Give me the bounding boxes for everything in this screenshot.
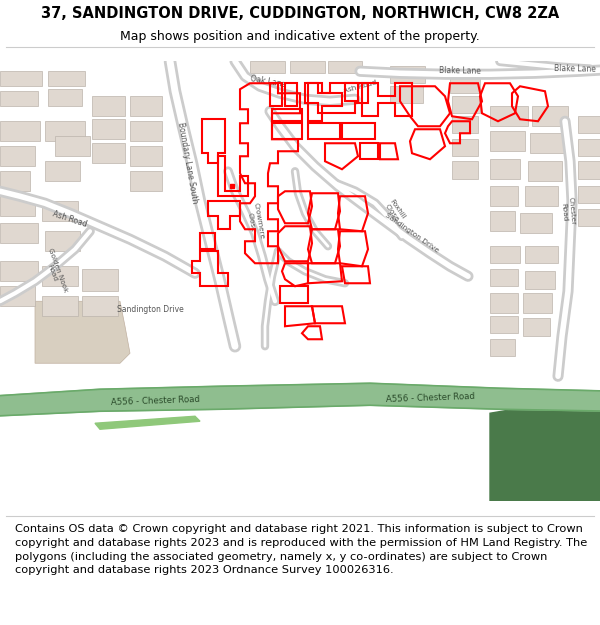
Polygon shape — [0, 91, 38, 106]
Polygon shape — [490, 211, 515, 231]
Polygon shape — [520, 213, 552, 233]
Text: Boundary Lane South: Boundary Lane South — [176, 122, 200, 204]
Polygon shape — [490, 339, 515, 356]
Polygon shape — [45, 161, 80, 181]
Polygon shape — [452, 161, 478, 179]
Polygon shape — [328, 61, 362, 73]
Polygon shape — [578, 209, 600, 226]
Polygon shape — [35, 301, 130, 363]
Polygon shape — [578, 186, 600, 203]
Polygon shape — [130, 146, 162, 166]
Polygon shape — [0, 171, 30, 191]
Polygon shape — [45, 231, 80, 251]
Polygon shape — [490, 131, 525, 151]
Polygon shape — [490, 106, 528, 126]
Text: Ash Road: Ash Road — [52, 209, 88, 229]
Polygon shape — [490, 403, 600, 501]
Text: Crowmere
Close: Crowmere Close — [245, 202, 265, 241]
Polygon shape — [92, 143, 125, 163]
Polygon shape — [525, 271, 555, 289]
Text: Contains OS data © Crown copyright and database right 2021. This information is : Contains OS data © Crown copyright and d… — [15, 524, 587, 575]
Polygon shape — [82, 296, 118, 316]
Polygon shape — [82, 269, 118, 291]
Text: Sandington Drive: Sandington Drive — [116, 305, 184, 314]
Polygon shape — [490, 186, 518, 206]
Polygon shape — [42, 296, 78, 316]
Polygon shape — [578, 116, 600, 133]
Text: Oak Lane: Oak Lane — [250, 74, 287, 89]
Polygon shape — [0, 383, 600, 416]
Text: Golden Nook
Road: Golden Nook Road — [41, 248, 69, 295]
Polygon shape — [0, 146, 35, 166]
Polygon shape — [130, 121, 162, 141]
Polygon shape — [528, 161, 562, 181]
Polygon shape — [130, 96, 162, 116]
Polygon shape — [490, 269, 518, 286]
Polygon shape — [532, 106, 568, 126]
Polygon shape — [0, 196, 35, 216]
Polygon shape — [490, 159, 520, 179]
Text: Foxhill
Close: Foxhill Close — [383, 198, 407, 224]
Polygon shape — [490, 316, 518, 333]
Polygon shape — [523, 318, 550, 336]
Polygon shape — [0, 286, 35, 306]
Polygon shape — [250, 61, 285, 73]
Polygon shape — [490, 246, 520, 263]
Polygon shape — [452, 96, 480, 113]
Polygon shape — [390, 86, 423, 103]
Polygon shape — [48, 71, 85, 86]
Polygon shape — [452, 139, 478, 156]
Text: Blake Lane: Blake Lane — [439, 66, 481, 76]
Polygon shape — [530, 133, 565, 153]
Text: Map shows position and indicative extent of the property.: Map shows position and indicative extent… — [120, 30, 480, 43]
Polygon shape — [390, 66, 425, 83]
Text: Sandington Drive: Sandington Drive — [384, 213, 440, 254]
Polygon shape — [130, 171, 162, 191]
Polygon shape — [95, 416, 200, 429]
Polygon shape — [92, 96, 125, 116]
Polygon shape — [0, 223, 38, 243]
Polygon shape — [0, 261, 38, 281]
Text: Chester
Road: Chester Road — [560, 197, 576, 226]
Polygon shape — [92, 119, 125, 139]
Polygon shape — [525, 186, 558, 206]
Text: Ash Road: Ash Road — [343, 79, 377, 94]
Polygon shape — [0, 121, 40, 141]
Text: A556 - Chester Road: A556 - Chester Road — [385, 392, 475, 404]
Polygon shape — [450, 76, 480, 93]
Polygon shape — [578, 161, 600, 179]
Polygon shape — [55, 136, 90, 156]
Polygon shape — [452, 116, 478, 133]
Polygon shape — [578, 139, 600, 156]
Polygon shape — [42, 266, 78, 286]
Text: A556 - Chester Road: A556 - Chester Road — [110, 395, 200, 408]
Polygon shape — [525, 246, 558, 263]
Text: Blake Lane: Blake Lane — [554, 64, 596, 74]
Polygon shape — [45, 121, 85, 141]
Polygon shape — [523, 293, 552, 313]
Polygon shape — [42, 201, 78, 221]
Polygon shape — [0, 71, 42, 86]
Polygon shape — [48, 89, 82, 106]
Text: 37, SANDINGTON DRIVE, CUDDINGTON, NORTHWICH, CW8 2ZA: 37, SANDINGTON DRIVE, CUDDINGTON, NORTHW… — [41, 6, 559, 21]
Polygon shape — [490, 293, 518, 313]
Polygon shape — [290, 61, 325, 73]
